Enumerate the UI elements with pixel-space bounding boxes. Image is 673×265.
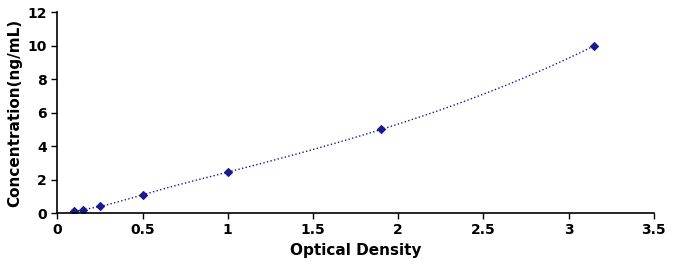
Y-axis label: Concentration(ng/mL): Concentration(ng/mL): [7, 19, 22, 207]
X-axis label: Optical Density: Optical Density: [290, 243, 421, 258]
